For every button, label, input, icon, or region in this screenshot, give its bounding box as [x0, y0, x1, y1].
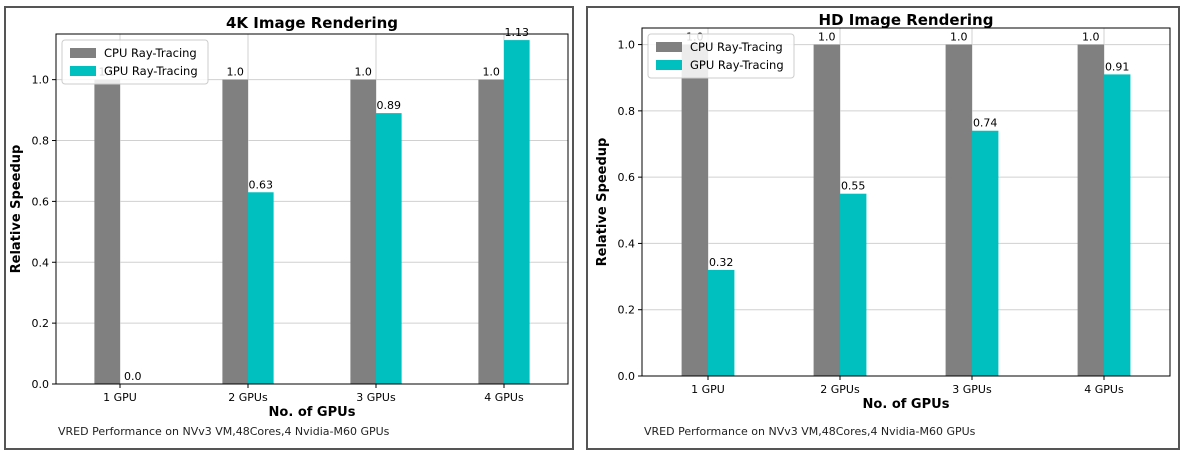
bar [376, 113, 402, 384]
x-tick-label: 2 GPUs [820, 383, 860, 396]
bar [504, 40, 530, 385]
x-tick-label: 1 GPU [691, 383, 725, 396]
bar [945, 44, 972, 376]
y-tick-label: 0.0 [32, 378, 50, 391]
y-axis-label: Relative Speedup [595, 138, 610, 267]
legend-label: CPU Ray-Tracing [690, 40, 783, 54]
data-label: 1.0 [818, 31, 836, 44]
chart-caption: VRED Performance on NVv3 VM,48Cores,4 Nv… [644, 425, 976, 438]
x-axis-label: No. of GPUs [863, 397, 950, 412]
legend: CPU Ray-Tracing GPU Ray-Tracing [647, 33, 795, 79]
bar [350, 79, 376, 385]
chart-hd-svg: HD Image Rendering 1.0 0.32 1.0 0.55 1.0 0.74 1… [595, 11, 1171, 412]
chart-caption: VRED Performance on NVv3 VM,48Cores,4 Nv… [58, 425, 390, 438]
bar [1077, 44, 1104, 376]
data-label: 0.91 [1105, 60, 1130, 73]
legend-swatch [70, 48, 96, 58]
x-tick-label: 1 GPU [103, 391, 137, 404]
y-tick-label: 0.4 [32, 256, 50, 269]
x-axis-label: No. of GPUs [269, 405, 356, 420]
bar [1104, 74, 1131, 377]
legend-label: GPU Ray-Tracing [104, 64, 198, 78]
x-tick-label: 4 GPUs [484, 391, 524, 404]
legend-label: GPU Ray-Tracing [690, 58, 784, 72]
y-tick-label: 1.0 [32, 74, 50, 87]
legend-swatch [656, 42, 682, 52]
chart-title: 4K Image Rendering [226, 14, 398, 32]
legend-box [61, 39, 209, 85]
data-label: 1.0 [950, 31, 968, 44]
data-label: 0.0 [124, 370, 142, 383]
chart-panel-4k: 4K Image Rendering 1.0 0.0 1.0 0.63 1.0 0.89 1.… [4, 6, 574, 450]
bar [478, 79, 504, 385]
x-tick-label: 2 GPUs [228, 391, 268, 404]
y-tick-label: 0.6 [32, 195, 50, 208]
y-tick-label: 0.2 [618, 304, 636, 317]
y-tick-label: 1.0 [618, 39, 636, 52]
legend-swatch [656, 60, 682, 70]
bar [840, 193, 867, 376]
chart-panel-hd: HD Image Rendering 1.0 0.32 1.0 0.55 1.0 0.74 1… [586, 6, 1180, 450]
y-tick-label: 0.8 [618, 105, 636, 118]
data-label: 1.0 [354, 66, 372, 79]
plot-frame [55, 33, 569, 385]
y-tick-label: 0.6 [618, 171, 636, 184]
legend-box [647, 33, 795, 79]
bar [972, 130, 999, 376]
data-label: 0.55 [841, 180, 866, 193]
data-label: 0.32 [709, 256, 734, 269]
y-tick-label: 0.0 [618, 370, 636, 383]
y-tick-label: 0.2 [32, 317, 50, 330]
bar [813, 44, 840, 376]
data-label: 0.89 [377, 99, 402, 112]
bar [94, 79, 120, 385]
bar [222, 79, 248, 385]
y-tick-label: 0.4 [618, 237, 636, 250]
data-label: 1.0 [1082, 31, 1100, 44]
data-label: 0.63 [249, 178, 274, 191]
x-tick-label: 4 GPUs [1084, 383, 1124, 396]
chart-title: HD Image Rendering [819, 11, 994, 29]
plot-frame [641, 27, 1171, 377]
bar [708, 269, 735, 376]
chart-4k-svg: 4K Image Rendering 1.0 0.0 1.0 0.63 1.0 0.89 1.… [9, 14, 569, 420]
data-label: 1.13 [505, 26, 530, 39]
legend-swatch [70, 66, 96, 76]
x-tick-label: 3 GPUs [356, 391, 396, 404]
bar [248, 192, 274, 384]
data-label: 0.74 [973, 117, 998, 130]
legend-label: CPU Ray-Tracing [104, 46, 197, 60]
bar [681, 44, 708, 376]
legend: CPU Ray-Tracing GPU Ray-Tracing [61, 39, 209, 85]
data-label: 1.0 [482, 66, 500, 79]
y-axis-label: Relative Speedup [9, 145, 24, 274]
y-tick-label: 0.8 [32, 135, 50, 148]
x-tick-label: 3 GPUs [952, 383, 992, 396]
data-label: 1.0 [226, 66, 244, 79]
